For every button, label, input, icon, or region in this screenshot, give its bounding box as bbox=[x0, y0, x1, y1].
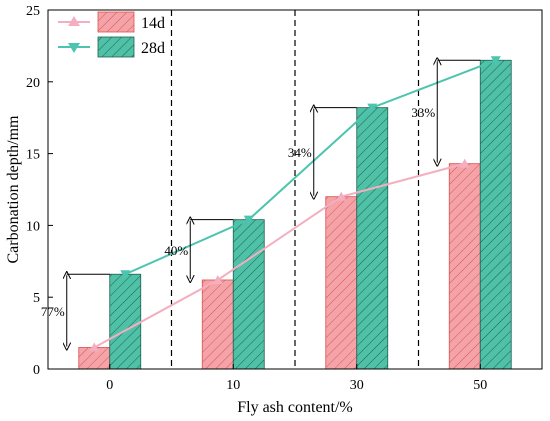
marker-14d-50 bbox=[459, 158, 470, 168]
y-tick-label: 20 bbox=[26, 76, 40, 91]
y-tick-label: 5 bbox=[33, 291, 40, 306]
marker-28d-10 bbox=[243, 215, 254, 225]
marker-28d-0 bbox=[120, 270, 131, 280]
legend-marker-28d bbox=[68, 43, 80, 53]
percent-label-10: 40% bbox=[164, 243, 188, 258]
percent-label-50: 33% bbox=[411, 105, 435, 120]
marker-14d-10 bbox=[212, 274, 223, 284]
bar-28d-50 bbox=[479, 59, 512, 370]
bar-14d-30 bbox=[325, 196, 358, 370]
bar-14d-10 bbox=[201, 279, 234, 370]
bar-28d-10 bbox=[232, 219, 265, 370]
legend-label-14d: 14d bbox=[141, 15, 165, 32]
y-tick-label: 15 bbox=[26, 148, 40, 163]
x-tick-label: 30 bbox=[350, 378, 364, 393]
marker-28d-30 bbox=[367, 103, 378, 113]
percent-label-30: 34% bbox=[288, 145, 312, 160]
y-tick-label: 25 bbox=[26, 4, 40, 19]
x-axis-title: Fly ash content/% bbox=[237, 399, 353, 416]
y-tick-label: 0 bbox=[33, 363, 40, 378]
marker-14d-30 bbox=[336, 191, 347, 201]
y-axis-title: Carbonation depth/mm bbox=[5, 115, 22, 264]
y-tick-label: 10 bbox=[26, 219, 40, 234]
x-tick-label: 0 bbox=[106, 378, 113, 393]
legend-swatch-28d bbox=[97, 36, 135, 58]
percent-label-0: 77% bbox=[41, 304, 65, 319]
axes: 0 5 10 15 20 25 0 10 30 50 bbox=[26, 4, 487, 393]
line-14d bbox=[93, 162, 466, 349]
plot-content: 77% 40% 34% 33% bbox=[41, 10, 512, 370]
marker-28d-50 bbox=[490, 56, 501, 66]
x-tick-label: 10 bbox=[226, 378, 240, 393]
x-tick-label: 50 bbox=[473, 378, 487, 393]
legend-label-28d: 28d bbox=[141, 40, 165, 57]
bar-28d-0 bbox=[109, 273, 142, 370]
marker-14d-0 bbox=[89, 342, 100, 352]
legend-marker-14d bbox=[68, 16, 80, 26]
legend-swatch-14d bbox=[97, 11, 135, 33]
plot-frame bbox=[47, 9, 543, 370]
bar-28d-30 bbox=[356, 107, 389, 370]
bar-14d-50 bbox=[448, 163, 481, 370]
